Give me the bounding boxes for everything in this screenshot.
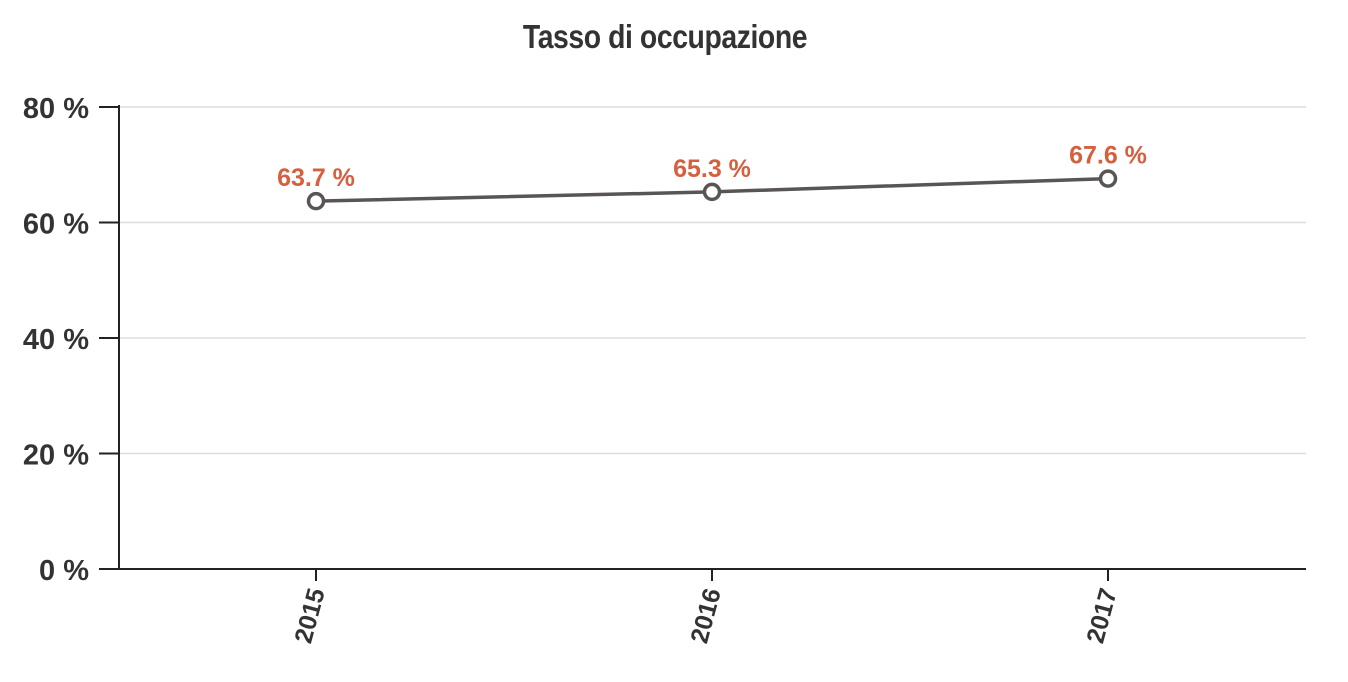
y-axis-ticks: 0 % 20 % 40 % 60 % 80 % [23,93,119,587]
y-tick-label: 20 % [23,440,89,472]
data-label: 67.6 % [1069,142,1147,170]
y-tick-label: 60 % [23,209,89,241]
y-tick-label: 80 % [23,93,89,125]
x-tick-label: 2015 [289,585,330,646]
y-tick-label: 0 % [39,555,89,587]
gridlines [119,106,1306,455]
data-label: 63.7 % [277,164,355,192]
x-axis-ticks: 2015 2016 2017 [289,569,1123,646]
x-tick-label: 2017 [1081,585,1122,646]
data-label: 65.3 % [673,155,751,183]
chart-title: Tasso di occupazione [522,18,808,55]
x-tick-label: 2016 [685,585,726,646]
series [306,169,1118,211]
y-tick-label: 40 % [23,324,89,356]
data-point [1098,169,1118,188]
data-labels: 63.7 % 65.3 % 67.6 % [277,142,1147,193]
data-point [702,182,722,202]
data-point [306,191,326,211]
